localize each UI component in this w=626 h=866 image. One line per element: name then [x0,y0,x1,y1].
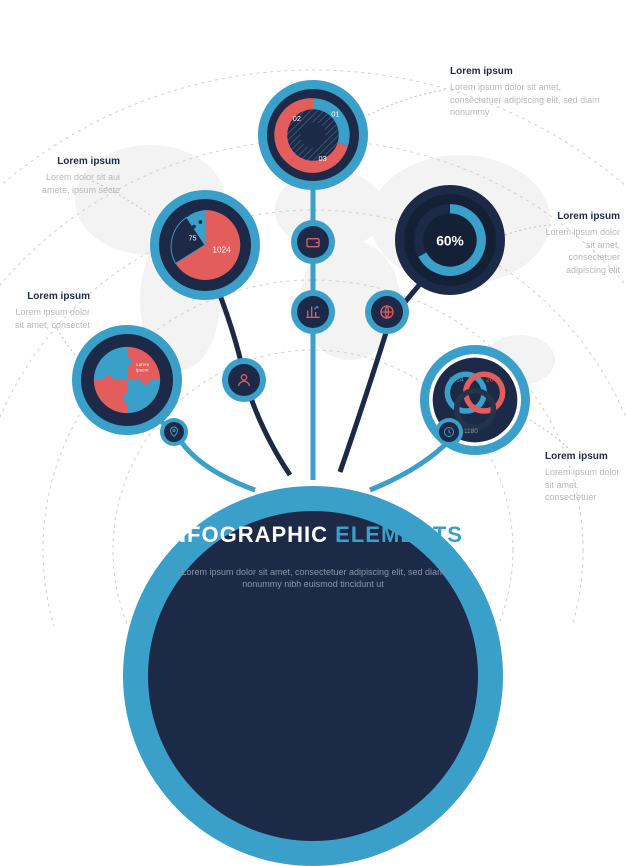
main-title: INFOGRAPHIC ELEMENTS [0,522,626,548]
pin-icon-node [160,418,188,446]
callout-bot-right: Lorem ipsum Lorem ipsum dolor sit amet, … [545,450,620,504]
wallet-icon-node [291,220,335,264]
callout-top-left: Lorem ipsum Lorem dolor sit aui amete, i… [20,155,120,196]
callout-mid-right: Lorem ipsum Lorem ipsum dolor sit amet, … [540,210,620,276]
svg-text:01: 01 [331,110,339,119]
clock-icon [443,426,455,438]
svg-text:Lorem: Lorem [136,362,149,367]
callout-bot-left: Lorem ipsum Lorem ipsum dolor sit amet, … [10,290,90,331]
user-icon-node [222,358,266,402]
venn-right-val: 2640 [486,377,501,384]
infographic-canvas: INFOGRAPHIC ELEMENTS Lorem ipsum dolor s… [0,0,626,626]
main-subtitle: Lorem ipsum dolor sit amet, consectetuer… [173,566,453,591]
bar-chart-icon [305,304,321,320]
wallet-icon [305,234,321,250]
node-segmented-donut: 01 02 03 [258,80,368,190]
ring-percent-label: 60% [436,234,464,249]
node-pie-chart: 1024 75 [150,190,260,300]
svg-text:03: 03 [319,154,327,163]
globe-icon [379,304,395,320]
venn-bottom-val: 1180 [464,428,478,435]
pie-value-big: 1024 [212,245,231,254]
clock-icon-node [435,418,463,446]
callout-top-right: Lorem ipsum Lorem ipsum dolor sit amet, … [450,65,600,119]
venn-left-val: 1624 [449,377,464,384]
node-progress-ring: 60% [395,185,505,295]
user-icon [236,372,252,388]
svg-text:02: 02 [293,114,301,123]
title-word-2: ELEMENTS [335,522,463,547]
map-pin-icon [168,426,180,438]
title-word-1: INFOGRAPHIC [163,522,328,547]
globe-icon-node [365,290,409,334]
chart-icon-node [291,290,335,334]
svg-text:ipsum: ipsum [136,368,148,373]
pie-value-small: 75 [188,233,196,242]
base-semicircle-inner [148,511,478,841]
node-puzzle-pie: Lorem ipsum [72,325,182,435]
